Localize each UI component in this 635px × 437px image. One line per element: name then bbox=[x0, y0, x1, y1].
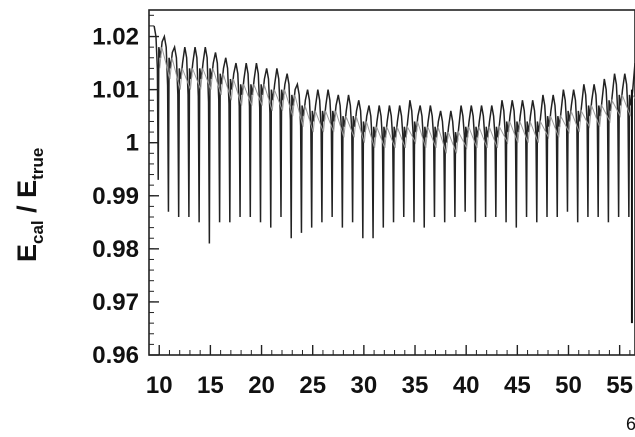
y-axis-title-sub2: true bbox=[28, 148, 47, 180]
y-tick-label: 0.98 bbox=[92, 236, 139, 263]
y-tick-labels: 0.96 0.97 0.98 0.99 1 1.01 1.02 bbox=[92, 24, 139, 369]
y-tick-label: 0.97 bbox=[92, 289, 139, 316]
y-axis-title: Ecal / Etrue bbox=[12, 148, 47, 262]
series-line bbox=[153, 25, 635, 244]
plot-frame bbox=[148, 9, 635, 356]
x-tick-label: 15 bbox=[197, 372, 224, 399]
data-series bbox=[153, 25, 635, 324]
y-axis-title-sep: / E bbox=[12, 180, 42, 221]
x-tick-label: 50 bbox=[555, 372, 582, 399]
x-tick-label: 10 bbox=[146, 372, 173, 399]
x-tick-label: 25 bbox=[299, 372, 326, 399]
y-axis-ticks bbox=[149, 14, 159, 356]
x-tick-labels: 10 15 20 25 30 35 40 45 50 55 bbox=[146, 372, 633, 399]
x-tick-label: 55 bbox=[606, 372, 633, 399]
y-tick-label: 1.02 bbox=[92, 24, 139, 51]
series-inner-trace bbox=[159, 47, 635, 154]
x-tick-label: 35 bbox=[402, 372, 429, 399]
svg-text:Ecal / Etrue: Ecal / Etrue bbox=[12, 148, 47, 262]
x-tick-label: 20 bbox=[248, 372, 275, 399]
x-tick-label: 30 bbox=[351, 372, 378, 399]
x-tick-label: 45 bbox=[504, 372, 531, 399]
y-axis-title-sub1: cal bbox=[28, 220, 47, 244]
x-axis-ticks bbox=[148, 345, 631, 355]
x-tick-label: 40 bbox=[453, 372, 480, 399]
x-axis-label-fragment: 6 bbox=[626, 414, 635, 434]
y-tick-label: 0.99 bbox=[92, 183, 139, 210]
y-tick-label: 1 bbox=[126, 130, 139, 157]
y-axis-title-main: E bbox=[12, 244, 42, 262]
y-tick-label: 0.96 bbox=[92, 342, 139, 369]
y-tick-label: 1.01 bbox=[92, 77, 139, 104]
